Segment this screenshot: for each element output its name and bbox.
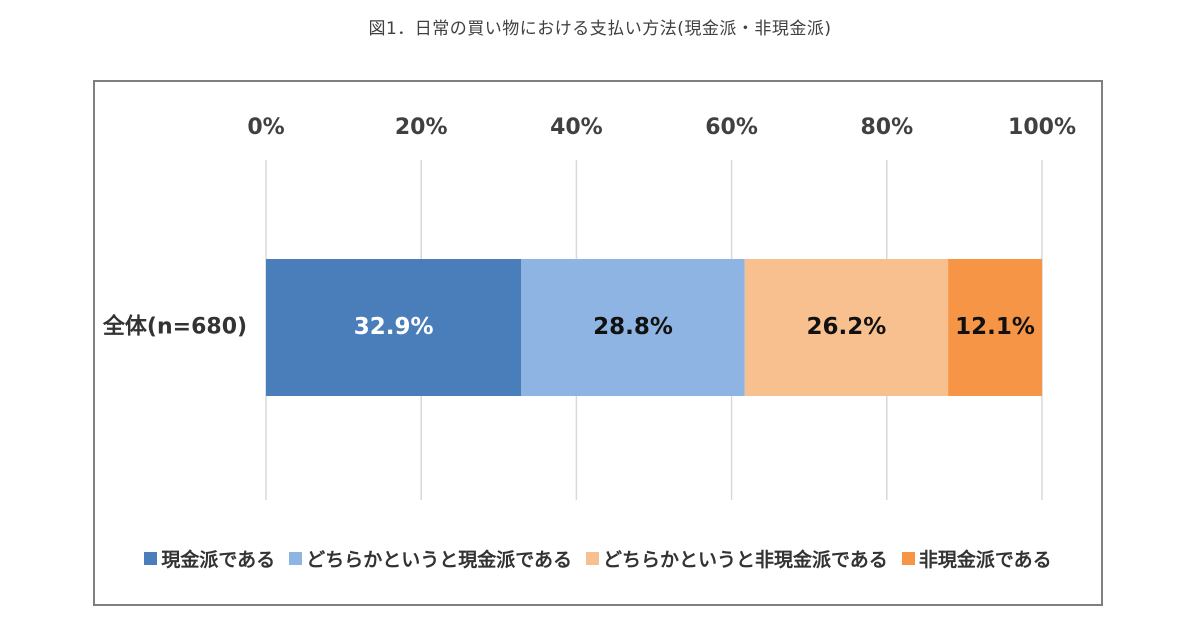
bar-segment-3 xyxy=(744,259,949,396)
bar-segment-2 xyxy=(521,259,745,396)
legend-label-2: どちらかというと現金派である xyxy=(306,548,572,571)
category-label: 全体(n=680) xyxy=(102,314,247,340)
bar-segment-1 xyxy=(266,259,522,396)
data-label-3: 26.2% xyxy=(807,314,887,340)
legend-swatch-2 xyxy=(289,551,303,565)
legend-item-1: 現金派である xyxy=(144,545,275,572)
chart-title: 図1．日常の買い物における支払い方法(現金派・非現金派) xyxy=(368,19,832,39)
x-tick-label-40: 40% xyxy=(550,115,603,140)
legend-label-4: 非現金派である xyxy=(918,548,1052,571)
data-label-4: 12.1% xyxy=(955,314,1035,340)
data-label-2: 28.8% xyxy=(593,314,673,340)
x-tick-label-60: 60% xyxy=(705,115,758,140)
chart-frame xyxy=(93,80,1103,606)
legend-swatch-3 xyxy=(586,551,599,565)
legend-label-3: どちらかというと非現金派である xyxy=(603,548,888,571)
legend-item-3: どちらかというと非現金派である xyxy=(586,545,888,572)
data-label-1: 32.9% xyxy=(354,314,434,340)
x-tick-label-100: 100% xyxy=(1008,115,1076,140)
legend-swatch-4 xyxy=(901,551,915,565)
x-tick-label-80: 80% xyxy=(860,115,913,140)
chart-legend: 現金派である どちらかというと現金派である どちらかというと非現金派である 非現金派で… xyxy=(144,538,1052,578)
x-tick-label-20: 20% xyxy=(395,115,448,140)
legend-swatch-1 xyxy=(144,551,158,565)
x-tick-label-0: 0% xyxy=(247,115,284,140)
legend-item-4: 非現金派である xyxy=(901,545,1052,572)
legend-item-2: どちらかというと現金派である xyxy=(289,545,572,572)
bar-segment-4 xyxy=(948,259,1042,396)
legend-label-1: 現金派である xyxy=(161,548,276,571)
